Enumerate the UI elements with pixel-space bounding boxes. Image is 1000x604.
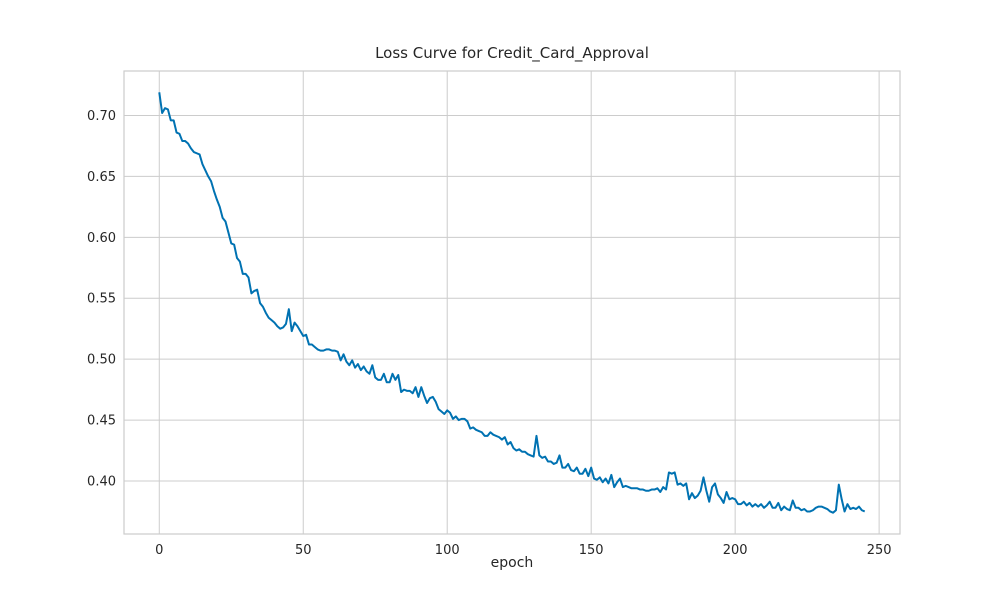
y-tick-label: 0.70	[87, 109, 116, 124]
y-tick-label: 0.45	[87, 414, 116, 429]
x-tick-label: 250	[867, 543, 892, 558]
y-tick-label: 0.50	[87, 353, 116, 368]
x-tick-label: 50	[295, 543, 312, 558]
x-tick-label: 0	[155, 543, 163, 558]
x-tick-label: 200	[723, 543, 748, 558]
y-tick-label: 0.65	[87, 170, 116, 185]
loss-line	[158, 92, 866, 514]
y-tick-label: 0.55	[87, 292, 116, 307]
x-tick-label: 100	[435, 543, 460, 558]
plot-frame	[123, 70, 901, 535]
y-tick-label: 0.60	[87, 231, 116, 246]
x-axis-label: epoch	[491, 555, 534, 571]
chart-title: Loss Curve for Credit_Card_Approval	[375, 44, 649, 63]
y-tick-label: 0.40	[87, 474, 116, 489]
x-tick-label: 150	[579, 543, 604, 558]
